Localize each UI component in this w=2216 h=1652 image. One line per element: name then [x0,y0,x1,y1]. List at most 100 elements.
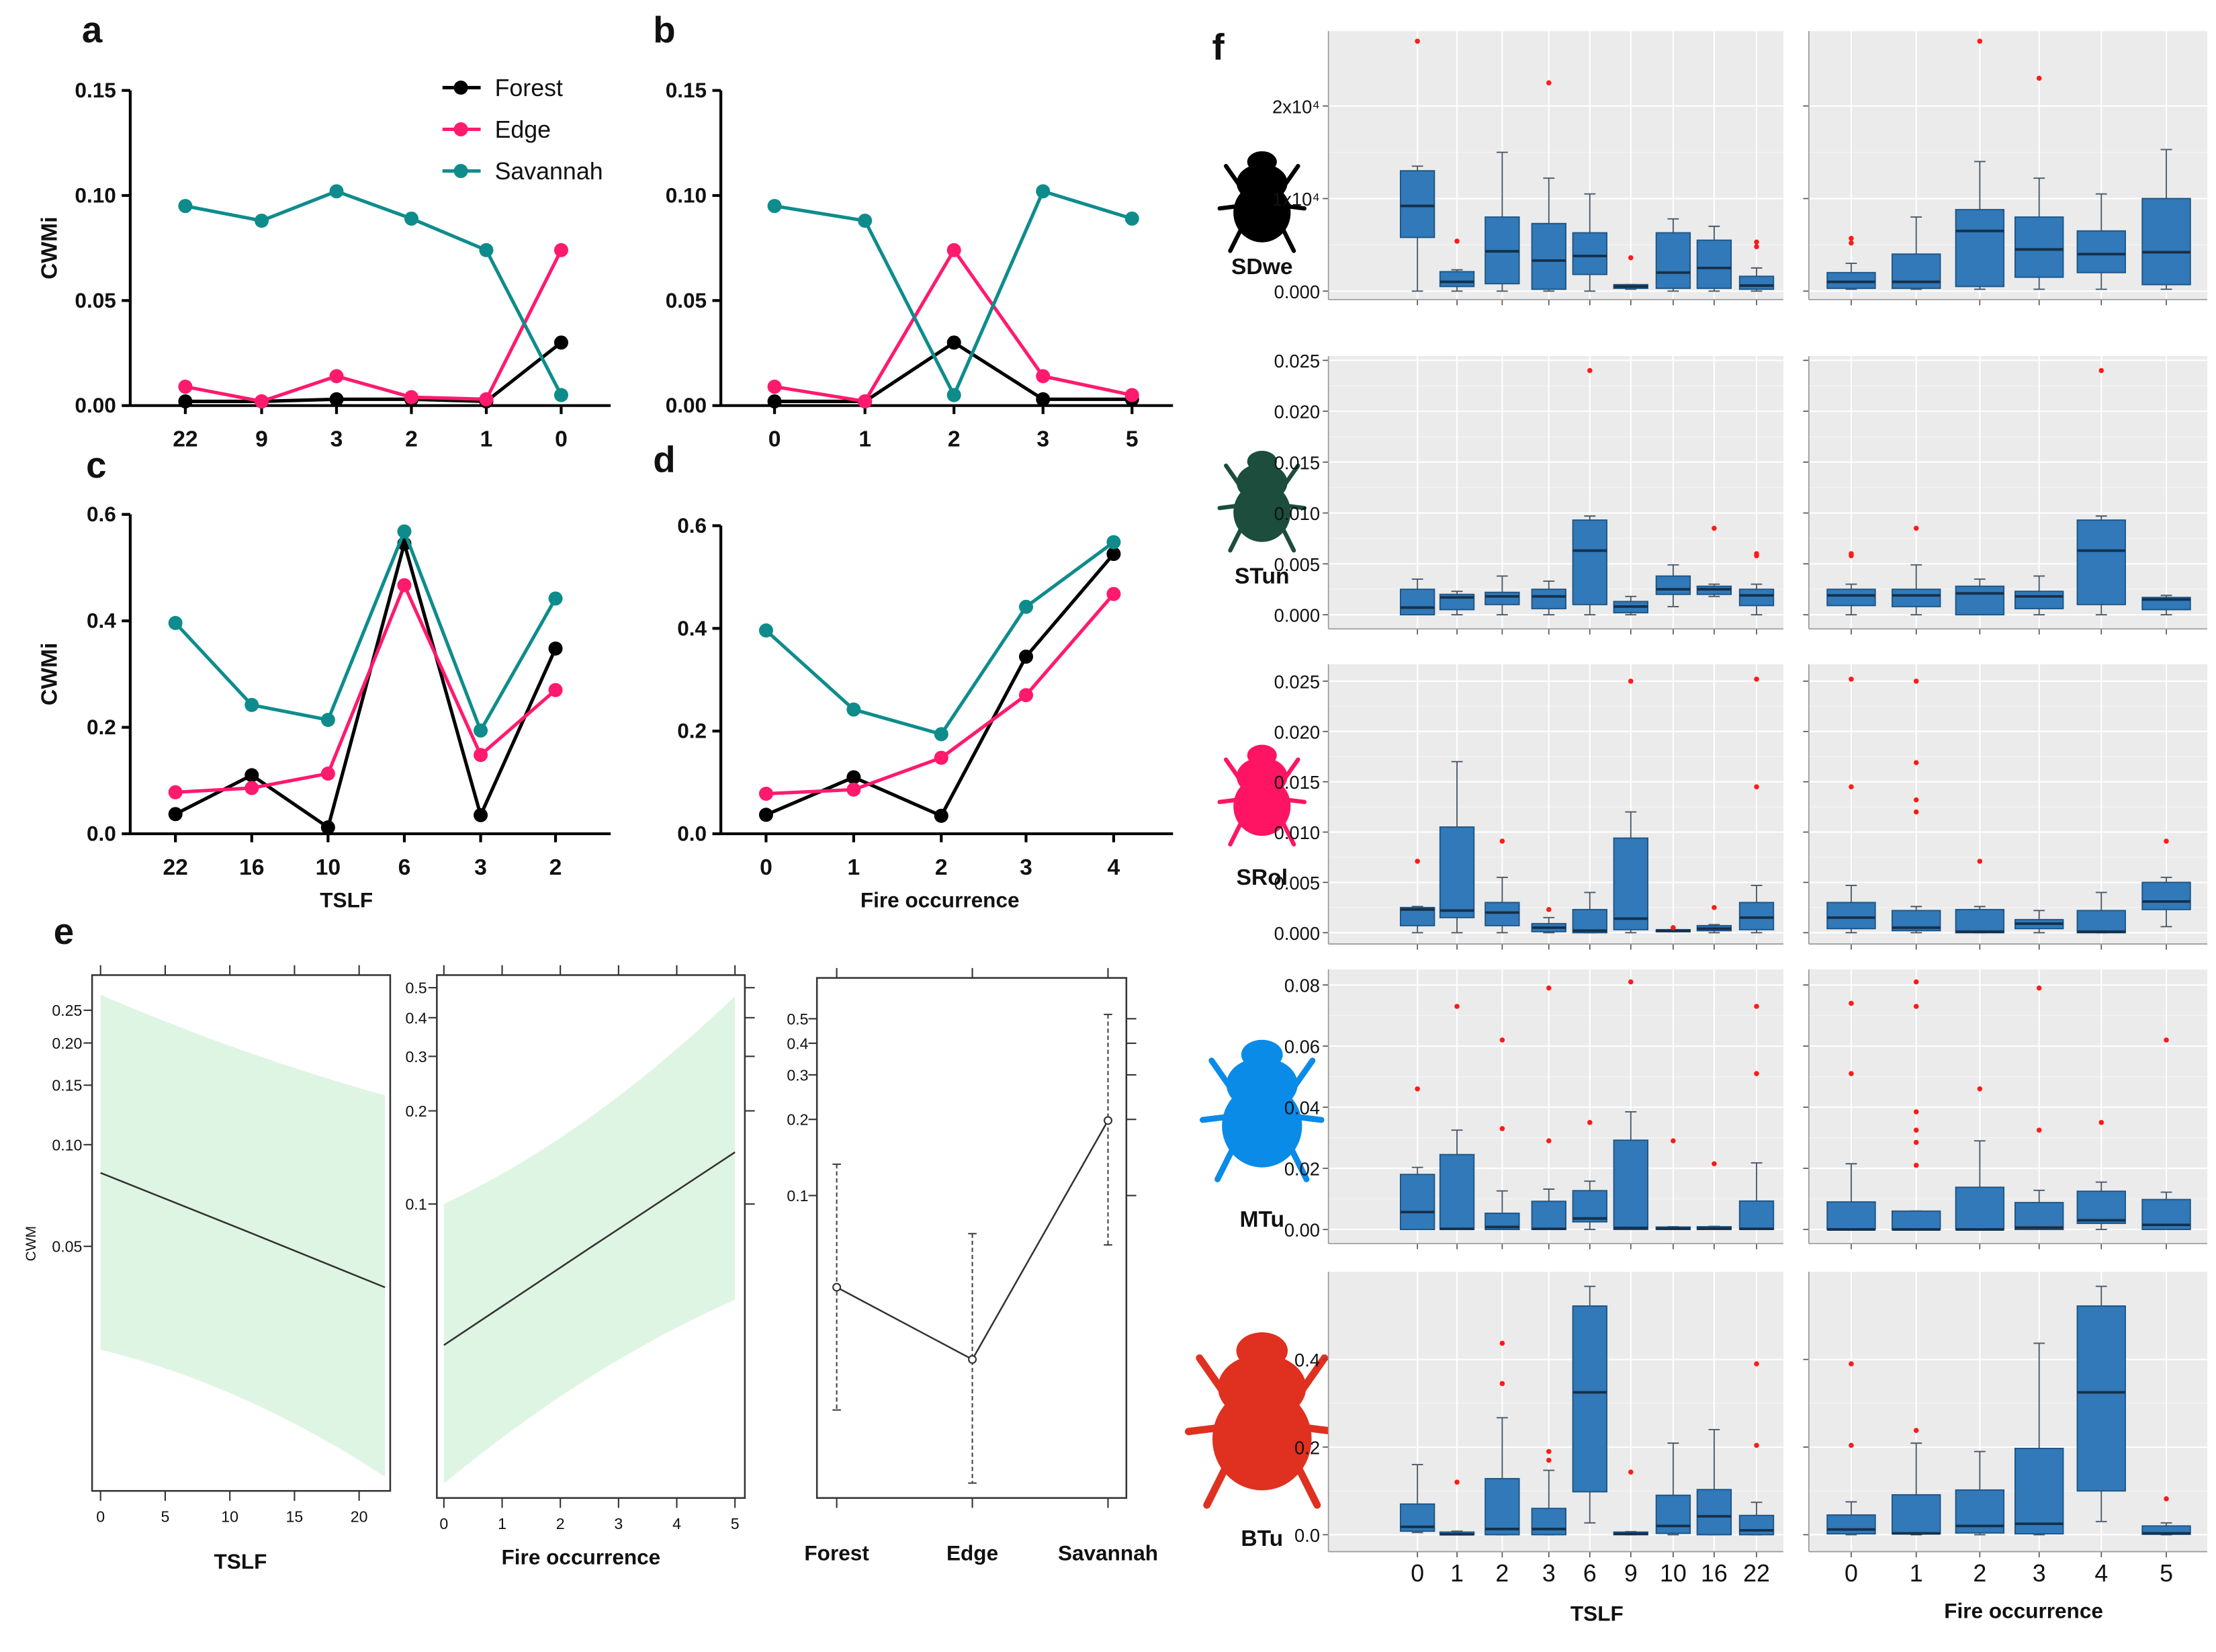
y-tick-label: 0.005 [1274,873,1320,894]
outlier-point [1754,784,1759,789]
box [1655,232,1691,290]
species-label: SDwe [1231,255,1293,279]
outlier-point [1499,1037,1505,1043]
y-tick-label: 0.5 [405,980,427,997]
x-tick-label: 15 [286,1508,304,1525]
data-point-forest [329,392,344,406]
data-point-savannah [168,615,183,630]
effect-plot-e2: 0 1 2 3 4 5 Fire occurrence 0.1 0.2 0.3 0.4 0.5 [405,965,755,1569]
data-point-edge [846,782,861,797]
effect-point [832,1283,842,1292]
data-point-edge [758,786,773,801]
y-tick-label: 0.2 [677,719,707,743]
outlier-point [1913,1004,1919,1009]
beetle-elytra [1233,482,1291,542]
data-point-savannah [404,211,418,226]
box [1484,1477,1520,1536]
category-label: Forest [804,1540,869,1565]
data-point-edge [474,748,488,763]
outlier-point [1849,551,1854,556]
x-tick-label: 2 [1495,1560,1509,1587]
box [1955,908,2005,934]
data-point-forest [946,335,961,350]
outlier-point [1849,240,1854,246]
series-line-forest [185,341,563,404]
data-point-forest [553,335,568,350]
y-tick-label: 0.015 [1274,772,1320,793]
legend: Forest Edge Savannah [442,75,603,185]
y-tick-label: 0.4 [677,616,707,640]
outlier-point [2164,1496,2169,1502]
data-point-edge [404,390,418,404]
outlier-point [1546,80,1552,86]
x-tick-label: 6 [398,855,411,880]
x-tick-label: 22 [1743,1560,1770,1587]
data-point-edge [178,380,193,394]
boxplot-row-btu: BTu 0.00.20.40 1 2 3 6 9 10 16 22 0 1 2 3 4 5 [1184,1272,2208,1587]
box [1826,589,1876,607]
x-axis-label: Fire occurrence [860,887,1020,912]
y-tick-label: 0.4 [87,609,116,633]
outlier-point [2098,1120,2104,1125]
line-chart-a: 0.00 0.05 0.10 0.15 22 9 3 2 1 0 CWMi Forest Edge Sav… [37,75,611,452]
legend-swatch-marker [453,164,468,179]
box [1738,275,1775,290]
box [2076,1190,2126,1224]
y-tick-label: 0.5 [787,1010,808,1028]
box [1531,222,1566,290]
beetle-elytra [1222,1084,1302,1168]
outlier-point [1913,525,1919,531]
box [1955,585,2005,615]
box [1891,253,1941,290]
y-tick-label: 0.2 [787,1111,808,1129]
beetle-leg [1294,1114,1325,1123]
data-point-edge [479,392,494,406]
plot-frame [436,974,746,1499]
panel-label-c: c [86,444,106,486]
x-tick-label: 16 [239,855,264,880]
box [2076,519,2126,605]
y-tick-label: 0.25 [52,1002,82,1019]
box [1655,575,1691,595]
box [2014,1448,2064,1535]
data-point-savannah [254,213,269,228]
y-tick-label: 0.15 [666,78,707,102]
box [1955,209,2005,288]
outlier-point [1913,1428,1919,1433]
x-tick-label: 1 [848,855,860,880]
outlier-point [1628,255,1634,261]
box [1439,826,1475,918]
y-axis-label: CWM [24,1226,39,1262]
x-tick-label: 3 [1020,855,1032,880]
line-chart-c: 0.0 0.2 0.4 0.6 22 16 10 6 3 2 CWMi TSLF [37,502,611,912]
panel-background [1328,664,1783,945]
plot-frame [815,977,1128,1499]
y-axis-label: CWMi [37,643,62,705]
outlier-point [1849,1000,1854,1006]
x-tick-label: 3 [474,855,487,880]
x-tick-label: 0 [1411,1560,1424,1587]
x-axis-label-fire-occurrence: Fire occurrence [1944,1599,2103,1623]
x-tick-label: 1 [858,427,871,452]
y-tick-label: 1x10⁴ [1272,189,1320,210]
x-tick-label: 9 [1624,1560,1638,1587]
data-point-edge [397,578,412,593]
outlier-point [1913,760,1919,765]
box [1891,1494,1941,1535]
effect-plot-e3: Forest Edge Savannah 0.1 0.2 0.3 0.4 0.5 [787,967,1158,1565]
outlier-point [1628,679,1634,684]
species-label: BTu [1241,1526,1283,1551]
box [2076,230,2126,273]
y-tick-label: 0.010 [1274,503,1320,524]
effect-point [1103,1116,1113,1125]
data-point-edge [934,750,948,765]
y-tick-label: 0.1 [787,1187,808,1205]
boxplot-row-srol: SRol 0.000 0.005 0.010 0.015 0.020 0.025 [1217,664,2208,950]
data-point-savannah [1106,535,1121,550]
panel-label-d: d [653,439,675,480]
outlier-point [1913,809,1919,815]
box [1439,1154,1475,1230]
y-tick-label: 0.010 [1274,822,1320,843]
outlier-point [1499,1340,1505,1346]
